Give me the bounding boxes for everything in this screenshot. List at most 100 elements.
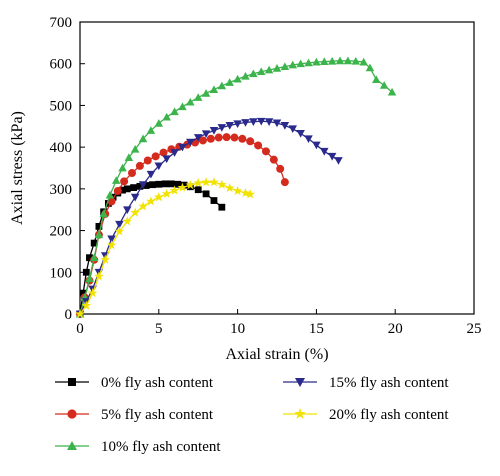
data-point [312, 57, 321, 66]
data-point [170, 149, 179, 157]
data-point [304, 135, 313, 144]
data-point [264, 118, 274, 126]
data-point [320, 57, 329, 66]
legend: 0% fly ash content 5% fly ash content 10% … [55, 375, 449, 455]
data-point [105, 190, 115, 199]
data-point [130, 193, 140, 202]
data-point [269, 155, 278, 164]
data-point [217, 81, 227, 90]
x-tick-label: 0 [76, 321, 84, 337]
data-point [209, 85, 219, 93]
data-point [149, 181, 156, 189]
x-tick-label: 5 [155, 321, 163, 337]
data-point [146, 196, 156, 206]
data-point [122, 216, 133, 226]
data-point [180, 181, 188, 189]
data-point [186, 97, 195, 106]
data-point [327, 152, 337, 161]
data-point [193, 93, 203, 101]
data-point [351, 56, 361, 65]
data-point [153, 192, 164, 202]
data-point [114, 226, 125, 236]
data-point [81, 300, 92, 310]
data-point [130, 144, 140, 153]
data-point [161, 188, 172, 198]
data-point [272, 64, 282, 72]
data-point [334, 157, 343, 165]
data-point [75, 308, 85, 319]
data-point [261, 147, 270, 156]
data-point [154, 119, 164, 127]
y-tick-label: 100 [50, 265, 73, 281]
y-tick-label: 200 [50, 224, 73, 240]
data-point [135, 161, 144, 170]
data-point [123, 185, 131, 193]
data-point [159, 148, 168, 157]
data-point [138, 134, 148, 143]
y-tick-label: 300 [50, 182, 73, 198]
legend-marker [295, 378, 305, 387]
data-point [249, 118, 258, 126]
data-point [201, 89, 211, 97]
legend-marker [67, 409, 77, 419]
data-point [142, 182, 150, 189]
data-point [280, 122, 290, 130]
data-point [162, 155, 171, 164]
data-point [379, 81, 389, 89]
data-point [209, 127, 219, 135]
y-tick-label: 0 [65, 307, 73, 323]
y-tick-label: 500 [50, 98, 73, 114]
data-point [312, 141, 321, 150]
data-point [233, 74, 242, 83]
data-point [130, 184, 137, 192]
data-point [201, 130, 211, 139]
legend-marker [68, 378, 76, 386]
data-point [249, 69, 258, 78]
data-point [225, 78, 234, 86]
y-axis-title: Axial stress (kPa) [9, 111, 26, 225]
data-point [256, 117, 266, 126]
data-point [194, 186, 202, 194]
y-axis-ticks: 0 100 200 300 400 500 600 700 [50, 15, 85, 323]
data-point [214, 133, 223, 142]
x-axis-ticks: 0 5 10 15 20 25 [76, 309, 482, 337]
data-point [280, 62, 290, 71]
data-point [372, 75, 381, 83]
data-point [193, 134, 203, 142]
legend-label: 20% fly ash content [329, 407, 449, 423]
data-point [99, 209, 108, 218]
data-point [120, 177, 129, 186]
data-point [335, 56, 345, 65]
x-axis-title: Axial strain (%) [225, 346, 328, 363]
data-point [115, 220, 124, 229]
data-point [174, 180, 182, 188]
data-point [185, 180, 196, 190]
data-point [256, 67, 266, 76]
data-point [146, 170, 156, 179]
x-tick-label: 20 [388, 321, 403, 337]
data-point [95, 223, 103, 230]
data-point [87, 288, 98, 298]
data-point [288, 125, 298, 134]
data-point [162, 112, 171, 121]
data-point [82, 268, 90, 276]
y-tick-label: 700 [50, 15, 73, 31]
data-point [296, 59, 305, 68]
data-point [288, 60, 298, 69]
data-point [128, 169, 137, 178]
data-point [107, 197, 116, 206]
data-point [138, 201, 148, 211]
data-point [320, 147, 329, 156]
data-point [151, 152, 160, 161]
data-point [224, 182, 235, 193]
data-point [210, 197, 218, 204]
data-point [113, 186, 122, 195]
data-point [178, 143, 187, 152]
data-point [225, 122, 234, 130]
data-point [216, 179, 227, 189]
legend-marker [67, 441, 77, 450]
data-point [178, 102, 187, 111]
data-point [202, 190, 210, 198]
series-line [79, 120, 339, 315]
